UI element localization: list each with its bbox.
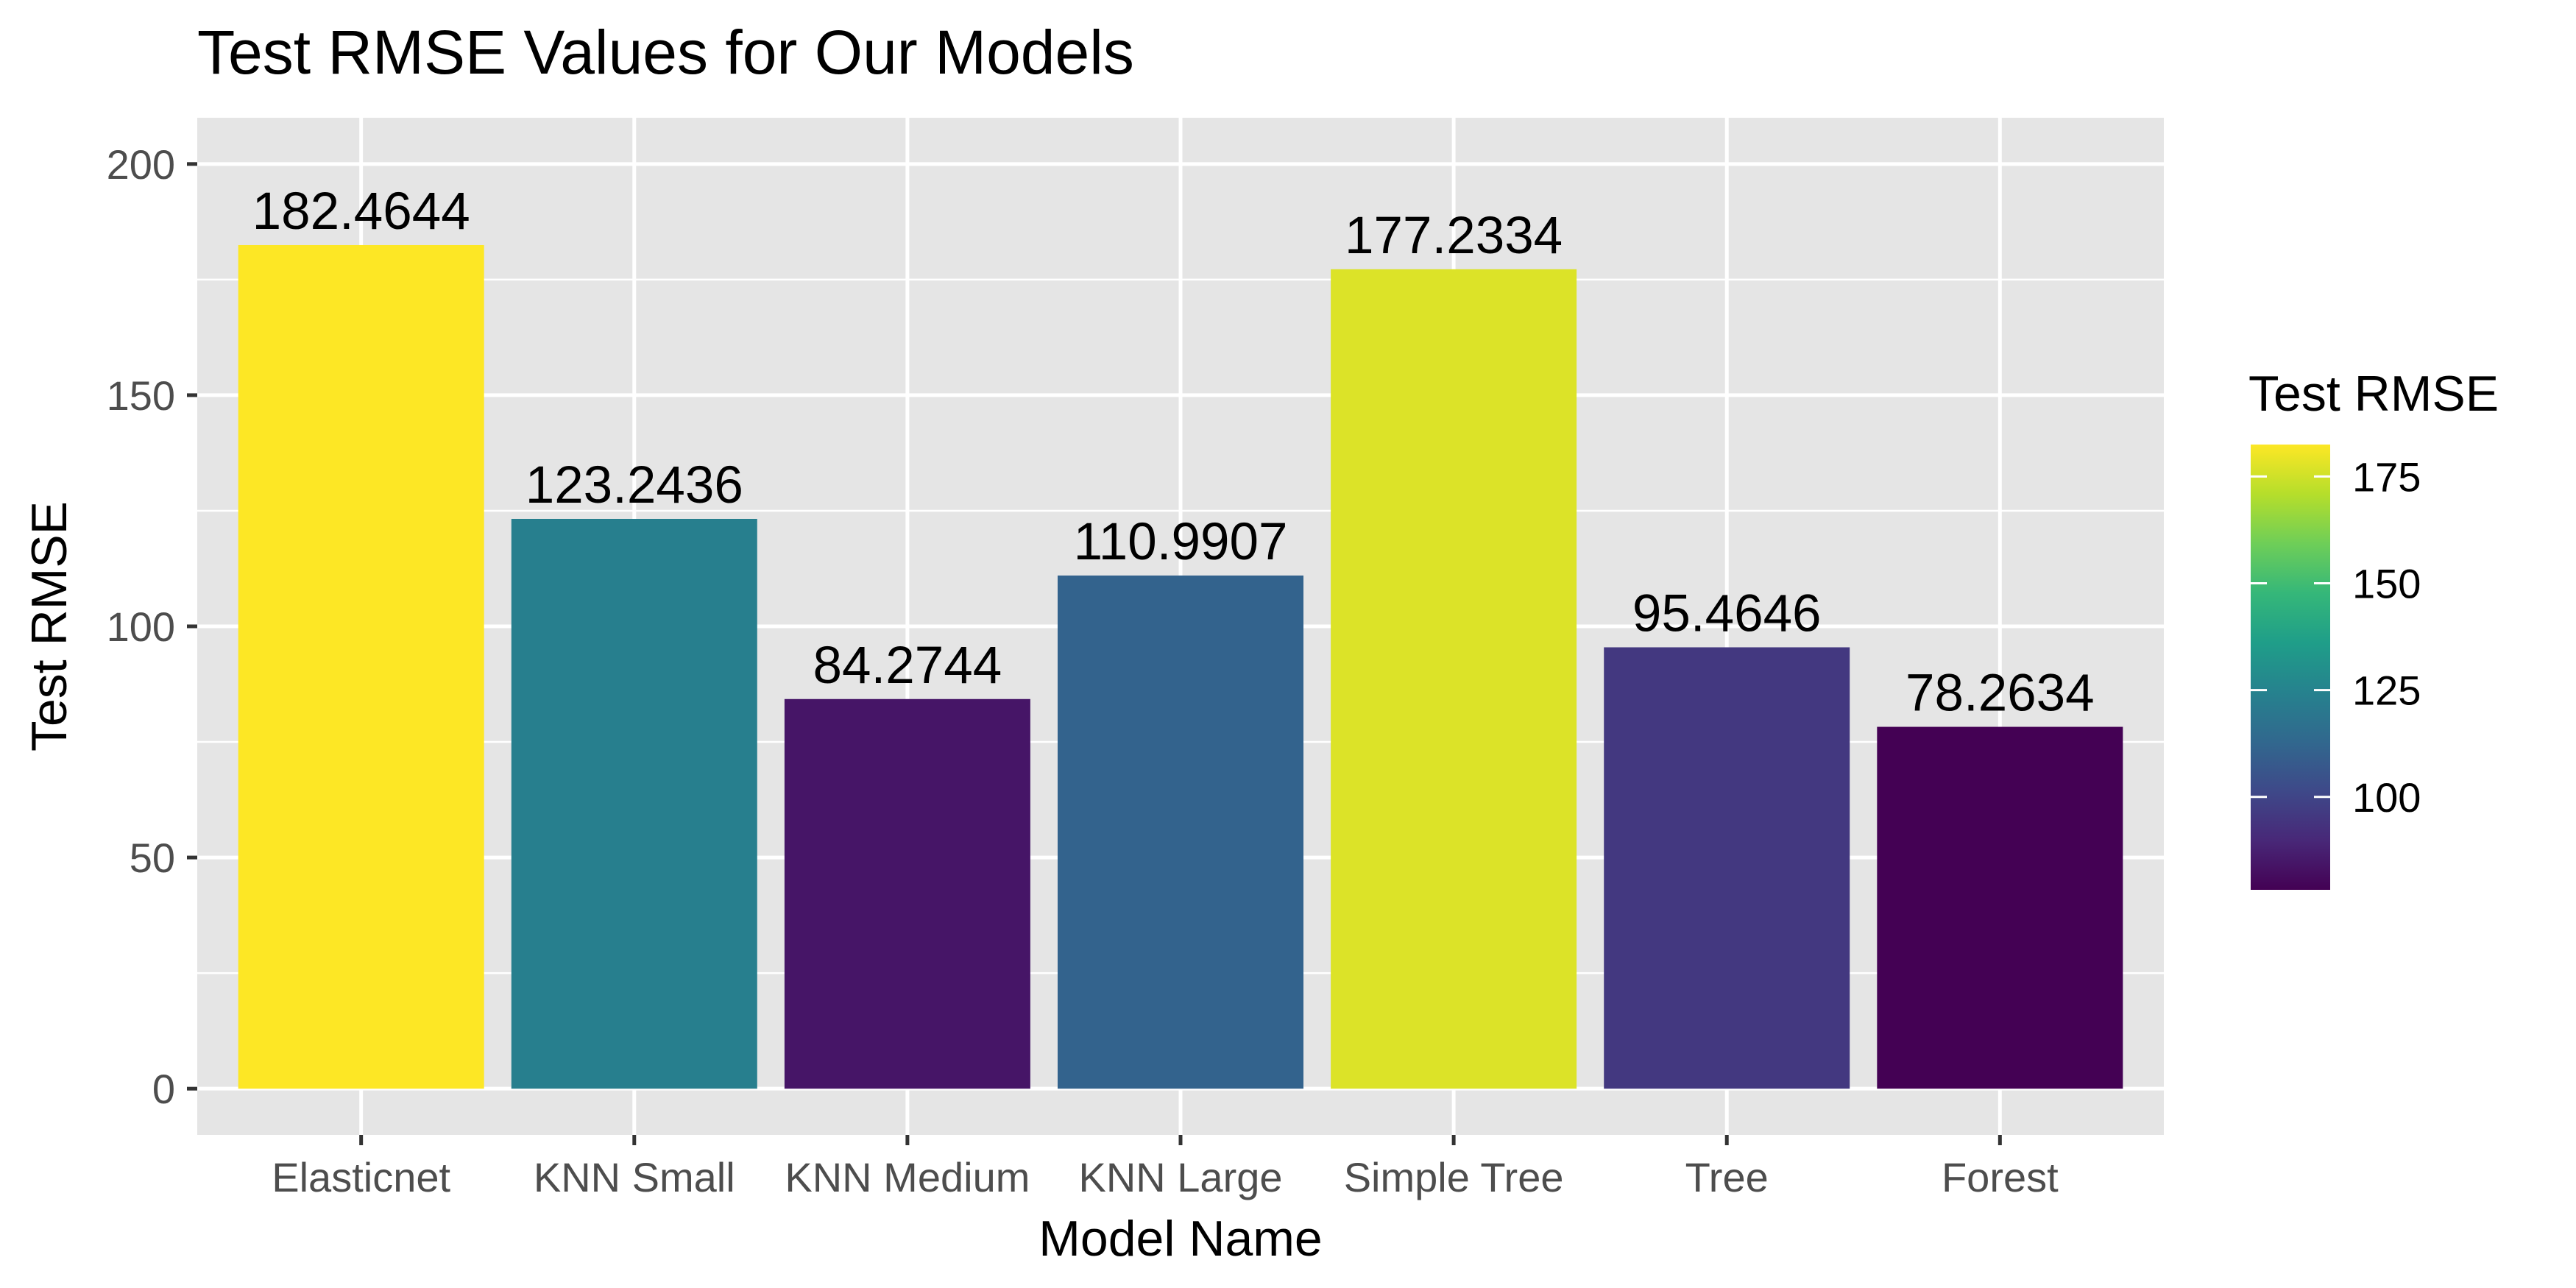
x-tick-label: Forest xyxy=(1942,1154,2059,1200)
legend-title: Test RMSE xyxy=(2248,366,2499,422)
x-axis-title: Model Name xyxy=(1038,1211,1323,1267)
x-tick-label: Elasticnet xyxy=(272,1154,450,1200)
y-tick-label: 150 xyxy=(107,372,175,419)
data-label: 177.2334 xyxy=(1345,207,1563,265)
bar-knn-small xyxy=(511,518,757,1089)
bar-elasticnet xyxy=(238,244,484,1089)
data-label: 84.2744 xyxy=(813,637,1002,695)
y-axis: 0 50 100 150 200 xyxy=(107,141,197,1112)
y-tick-label: 50 xyxy=(130,835,175,881)
color-legend: Test RMSE 100 125 150 175 xyxy=(2248,366,2499,890)
data-label: 182.4644 xyxy=(252,183,470,241)
chart-title: Test RMSE Values for Our Models xyxy=(197,18,1134,87)
bar-knn-medium xyxy=(784,698,1030,1089)
legend-tick-label: 100 xyxy=(2352,774,2421,821)
bars xyxy=(238,244,2123,1089)
y-axis-title: Test RMSE xyxy=(21,501,77,751)
x-tick-label: KNN Medium xyxy=(785,1154,1030,1200)
data-labels: 182.4644 123.2436 84.2744 110.9907 177.2334 9… xyxy=(252,183,2095,723)
legend-colorbar xyxy=(2251,445,2330,890)
legend-ticks: 100 125 150 175 xyxy=(2251,453,2421,821)
bar-simple-tree xyxy=(1331,269,1577,1089)
x-tick-label: KNN Small xyxy=(534,1154,735,1200)
data-label: 123.2436 xyxy=(526,456,743,514)
x-tick-label: Tree xyxy=(1685,1154,1769,1200)
data-label: 95.4646 xyxy=(1632,584,1822,643)
y-tick-label: 100 xyxy=(107,604,175,650)
y-tick-label: 200 xyxy=(107,141,175,188)
bar-forest xyxy=(1877,726,2123,1089)
bar-tree xyxy=(1604,647,1850,1089)
legend-tick-label: 150 xyxy=(2352,560,2421,606)
bar-knn-large xyxy=(1058,575,1303,1089)
data-label: 110.9907 xyxy=(1074,513,1288,571)
legend-tick-label: 125 xyxy=(2352,668,2421,714)
x-tick-label: KNN Large xyxy=(1078,1154,1282,1200)
y-tick-label: 0 xyxy=(152,1066,175,1112)
x-tick-label: Simple Tree xyxy=(1344,1154,1564,1200)
data-label: 78.2634 xyxy=(1906,665,2095,723)
legend-tick-label: 175 xyxy=(2352,453,2421,500)
x-axis: Elasticnet KNN Small KNN Medium KNN Large Si… xyxy=(272,1135,2059,1200)
